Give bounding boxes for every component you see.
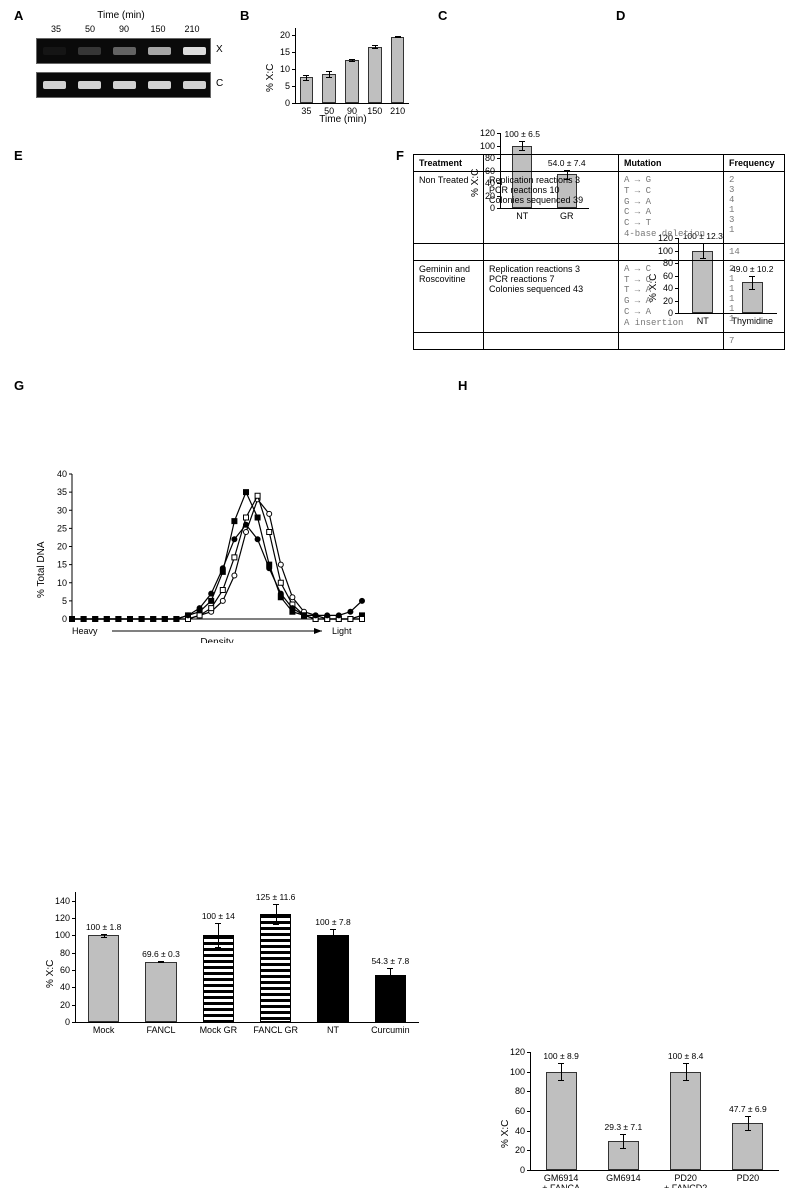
bar [345, 60, 359, 103]
lane-label: 35 [42, 24, 70, 34]
svg-text:30: 30 [57, 505, 67, 515]
value-label: 29.3 ± 7.1 [597, 1122, 649, 1132]
table-header [484, 155, 619, 172]
table-header: Frequency [724, 155, 785, 172]
table-header: Treatment [414, 155, 484, 172]
svg-text:Heavy: Heavy [72, 626, 98, 636]
value-label: 125 ± 11.6 [250, 892, 302, 902]
category-label: FANCL [131, 1025, 191, 1035]
category-label: PD20 + FANCD2 [656, 1173, 716, 1188]
gel-band [78, 47, 101, 55]
category-label: PD20 [718, 1173, 778, 1183]
figure-container: A Time (min) 35 50 90 150 210 X C B % X:… [8, 8, 792, 586]
bar [260, 914, 292, 1022]
value-label: 69.6 ± 0.3 [135, 949, 187, 959]
lane-label: 90 [110, 24, 138, 34]
value-label: 100 ± 14 [192, 911, 244, 921]
value-label: 100 ± 1.8 [78, 922, 130, 932]
gel-x-label: X [216, 44, 223, 55]
bar [317, 935, 349, 1022]
table-cell: A → CT → CT → AG → AC → AA insertion [619, 260, 724, 332]
svg-text:35: 35 [57, 487, 67, 497]
svg-text:Density: Density [200, 637, 233, 643]
bar [322, 74, 336, 103]
gel-c-label: C [216, 78, 223, 89]
gel-band [183, 47, 206, 55]
svg-text:0: 0 [62, 614, 67, 624]
category-label: GM6914 + FANCA [531, 1173, 591, 1188]
svg-text:5: 5 [62, 596, 67, 606]
gel-band [43, 47, 66, 55]
panel-e-label: E [14, 148, 23, 163]
bar [145, 962, 177, 1022]
category-label: 210 [368, 106, 428, 116]
value-label: 47.7 ± 6.9 [722, 1104, 774, 1114]
svg-text:25: 25 [57, 523, 67, 533]
panel-h-chart: % X:C 020406080100120100 ± 8.9GM6914 + F… [508, 1038, 783, 1188]
category-label: NT [303, 1025, 363, 1035]
panel-f-table-wrap: Treatment MutationFrequency Non TreatedRep… [413, 154, 785, 350]
panel-e-ytitle: % Total DNA [36, 541, 47, 598]
panel-b-label: B [240, 8, 249, 23]
panel-f-label: F [396, 148, 404, 163]
value-label: 100 ± 8.4 [660, 1051, 712, 1061]
panel-d-label: D [616, 8, 625, 23]
panel-a-lane-labels: 35 50 90 150 210 [36, 24, 216, 36]
table-cell: 234131 [724, 172, 785, 244]
category-label: FANCL GR [246, 1025, 306, 1035]
lane-label: 50 [76, 24, 104, 34]
category-label: Mock [74, 1025, 134, 1035]
value-label: 100 ± 6.5 [496, 129, 548, 139]
gel-band [113, 47, 136, 55]
svg-text:10: 10 [57, 578, 67, 588]
panel-a: Time (min) 35 50 90 150 210 X C [36, 10, 216, 22]
value-label: 100 ± 7.8 [307, 917, 359, 927]
bar [368, 47, 382, 103]
panel-e-svg: 0 5 10 15 20 25 30 35 40 Heavy Light Density [48, 468, 368, 643]
category-label: Curcumin [360, 1025, 420, 1035]
gel-band [78, 81, 101, 89]
panel-c-label: C [438, 8, 447, 23]
gel-band [113, 81, 136, 89]
gel-band [183, 81, 206, 89]
panel-g-chart: % X:C 020406080100120140100 ± 1.8Mock69.… [53, 878, 423, 1038]
table-cell: Non Treated [414, 172, 484, 244]
panel-a-label: A [14, 8, 23, 23]
bar [670, 1072, 701, 1170]
panel-b-chart: % X:C Time (min) 05101520355090150210 [273, 14, 413, 119]
bar [88, 935, 120, 1022]
value-label: 100 ± 8.9 [535, 1051, 587, 1061]
panel-g-label: G [14, 378, 24, 393]
panel-f-table: Treatment MutationFrequency Non TreatedRep… [413, 154, 785, 350]
gel-band [148, 47, 171, 55]
table-cell: A → GT → CG → AC → AC → T4-base deletion [619, 172, 724, 244]
svg-text:Light: Light [332, 626, 352, 636]
table-cell: Replication reactions 3PCR reactions 10C… [484, 172, 619, 244]
bar [546, 1072, 577, 1170]
table-cell: Replication reactions 3PCR reactions 7Co… [484, 260, 619, 332]
bar [391, 37, 405, 103]
svg-text:20: 20 [57, 542, 67, 552]
table-cell: Geminin and Roscovitine [414, 260, 484, 332]
gel-band [148, 81, 171, 89]
panel-a-title: Time (min) [36, 10, 206, 21]
value-label: 54.3 ± 7.8 [364, 956, 416, 966]
svg-text:40: 40 [57, 469, 67, 479]
lane-label: 210 [178, 24, 206, 34]
gel-band [43, 81, 66, 89]
panel-h-label: H [458, 378, 467, 393]
gel-row-x [36, 38, 211, 64]
svg-text:15: 15 [57, 560, 67, 570]
table-cell: 211111 [724, 260, 785, 332]
category-label: Mock GR [188, 1025, 248, 1035]
panel-e-chart: % Total DNA 0510152025303540HeavyLightDe… [48, 468, 368, 643]
bar [300, 77, 314, 103]
lane-label: 150 [144, 24, 172, 34]
gel-row-c [36, 72, 211, 98]
table-header: Mutation [619, 155, 724, 172]
category-label: GM6914 [593, 1173, 653, 1183]
